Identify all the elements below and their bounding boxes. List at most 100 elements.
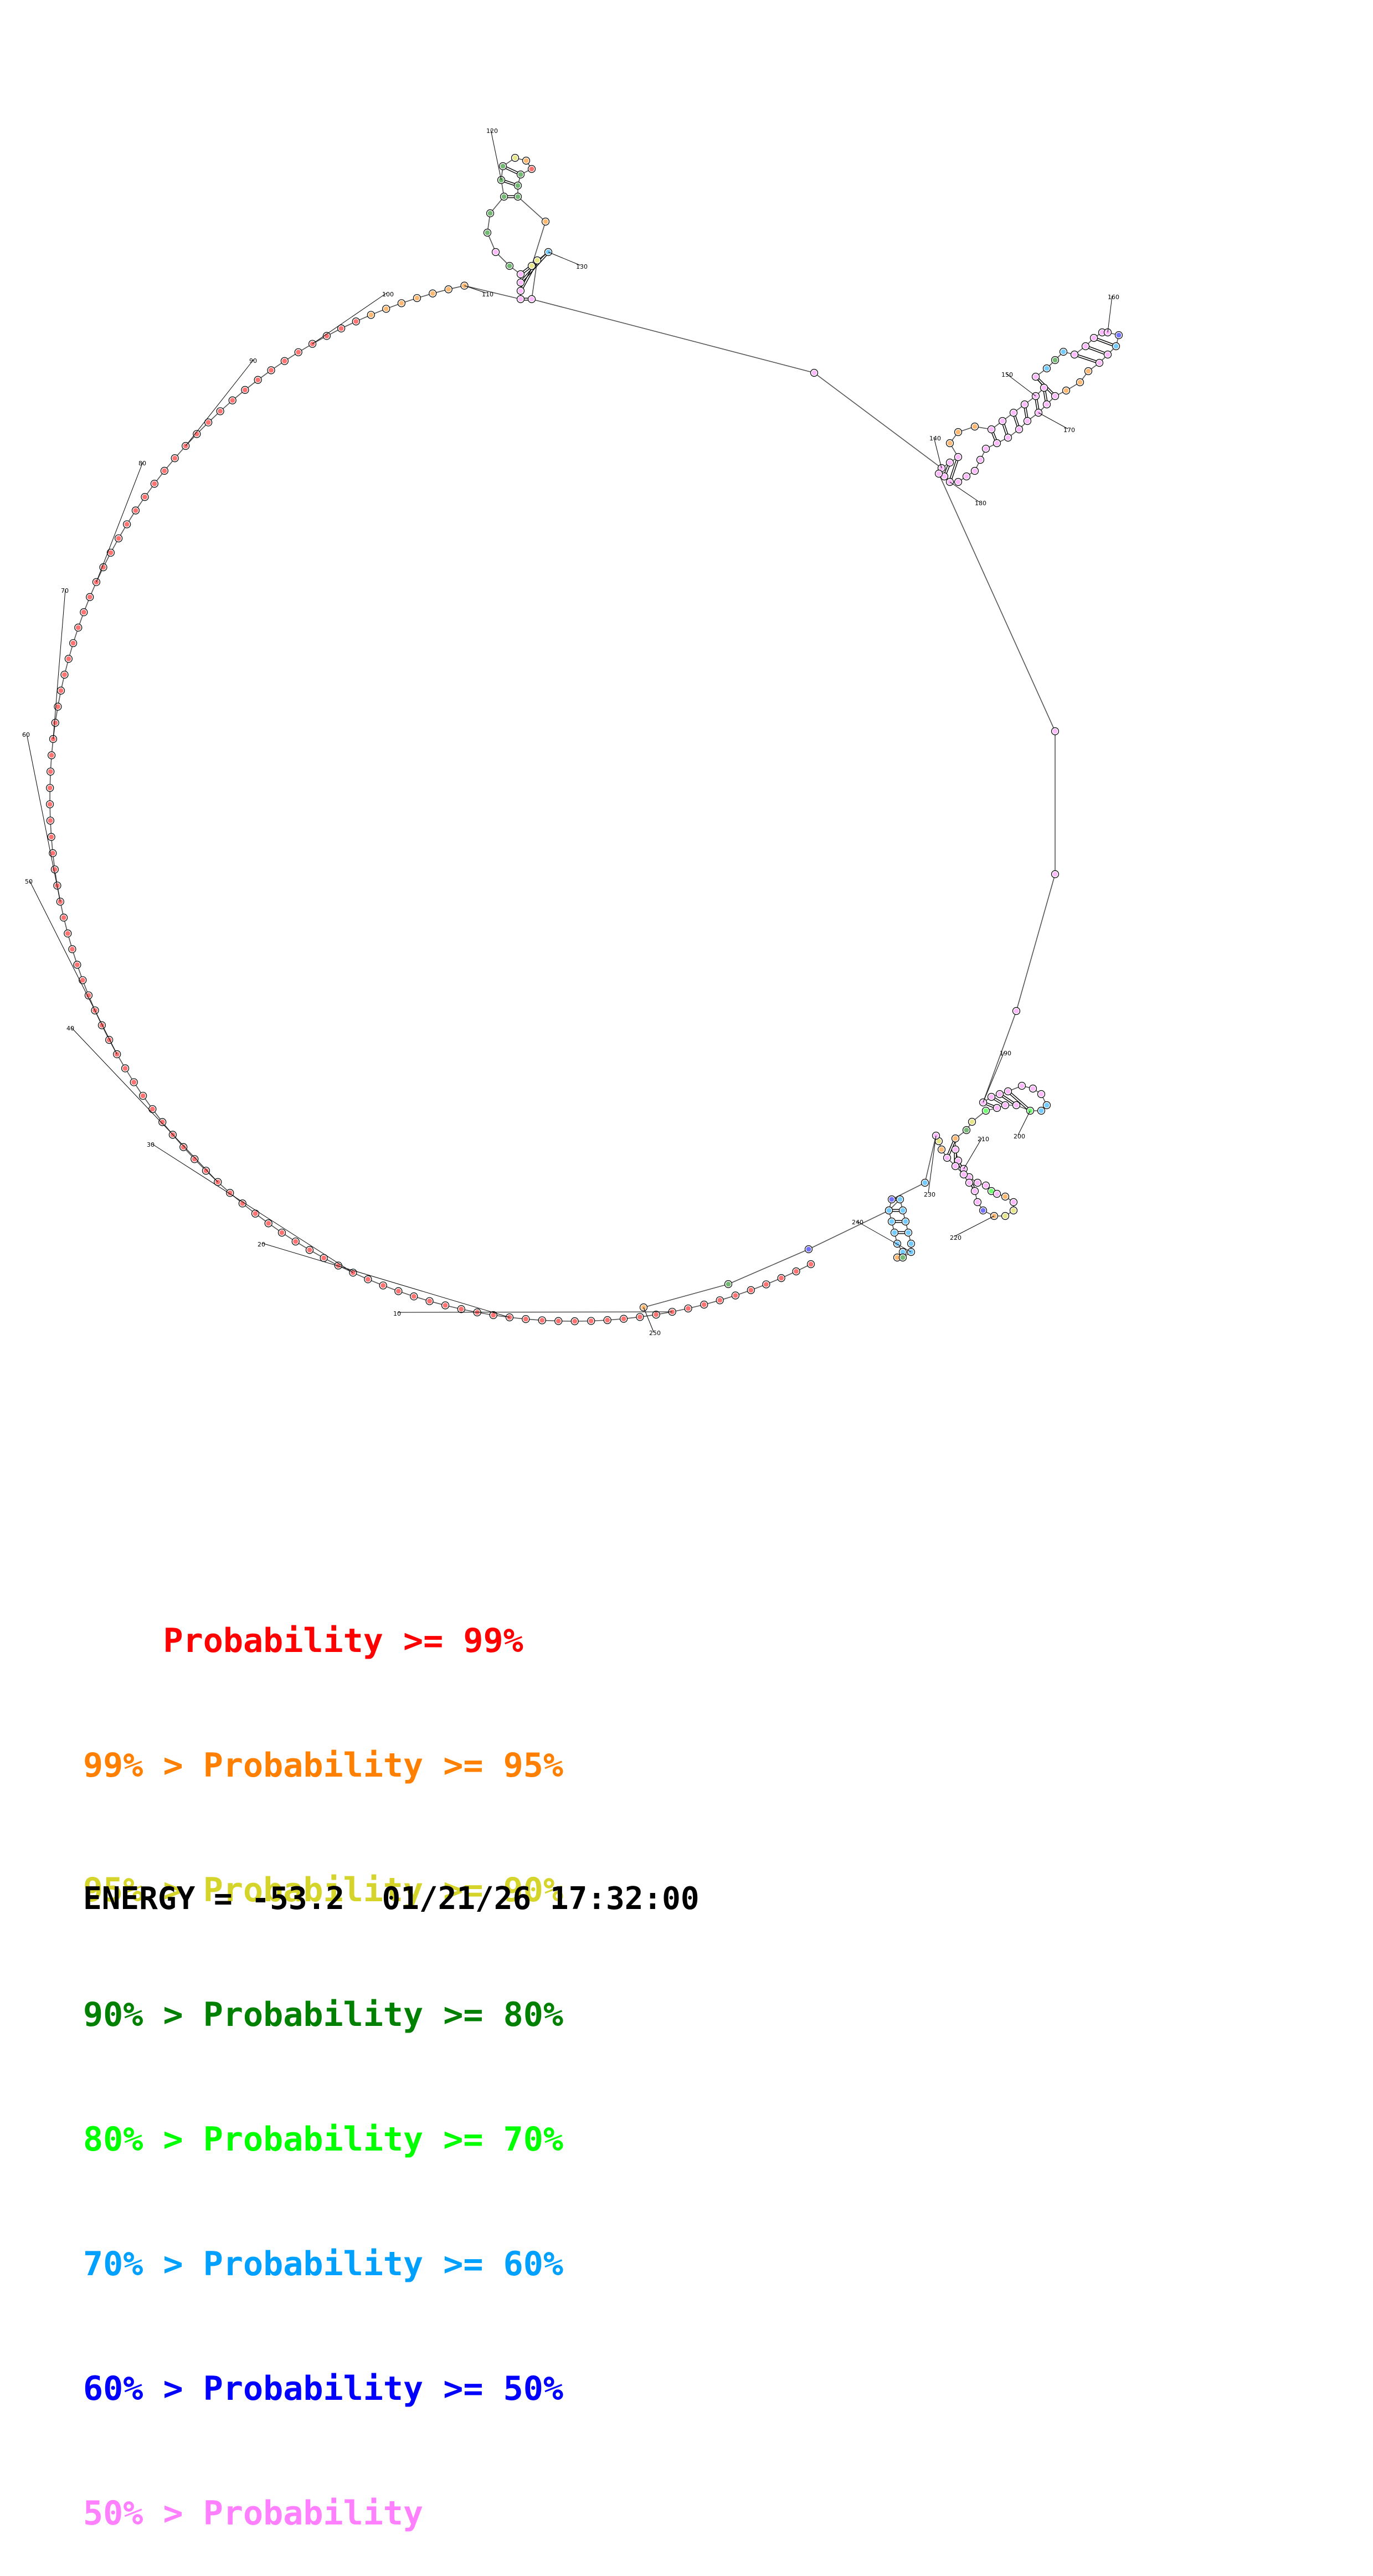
nucleotide-fill-57	[69, 946, 75, 952]
nucleotide-fill-226	[953, 1163, 958, 1169]
nucleotide-fill-119	[501, 194, 507, 199]
label-leader-40	[70, 1027, 218, 1183]
position-label-250: 250	[649, 1330, 661, 1337]
nucleotide-fill-125	[518, 172, 523, 177]
nucleotide-fill-54	[86, 993, 91, 998]
nucleotide-fill-216	[1002, 1194, 1008, 1199]
position-label-10: 10	[393, 1310, 401, 1317]
nucleotide-fill-198	[1044, 1102, 1050, 1108]
nucleotide-fill-36	[266, 1220, 271, 1226]
nucleotide-fill-79	[87, 594, 92, 600]
nucleotide-fill-106	[399, 300, 404, 306]
nucleotide-fill-55	[80, 977, 85, 983]
position-label-90: 90	[249, 357, 257, 365]
nucleotide-fill-88	[162, 468, 167, 474]
nucleotide-fill-219	[1002, 1213, 1008, 1219]
nucleotide-fill-37	[253, 1211, 258, 1217]
nucleotide-fill-143	[947, 440, 953, 446]
base-pair-bond	[948, 456, 958, 482]
legend-row-90: 95% > Probability >= 90%	[83, 1870, 563, 1911]
nucleotide-fill-21	[491, 1312, 496, 1318]
nucleotide-fill-117	[485, 230, 490, 235]
nucleotide-fill-63	[50, 850, 55, 856]
position-label-190: 190	[1000, 1050, 1011, 1057]
nucleotide-fill-227	[944, 1155, 950, 1161]
position-label-100: 100	[382, 291, 394, 298]
nucleotide-fill-217	[1011, 1199, 1016, 1205]
nucleotide-fill-39	[227, 1190, 233, 1195]
nucleotide-fill-163	[1105, 352, 1110, 357]
label-leader-60	[26, 733, 61, 902]
nucleotide-fill-59	[61, 915, 66, 920]
nucleotide-fill-171	[1025, 418, 1030, 424]
nucleotide-group	[45, 153, 1123, 1326]
label-leader-120	[490, 129, 502, 181]
nucleotide-fill-235	[892, 1230, 897, 1235]
legend-prefix: 70% >	[83, 2245, 203, 2283]
nucleotide-fill-215	[994, 1191, 1000, 1197]
nucleotide-fill-223	[972, 1188, 978, 1194]
nucleotide-fill-111	[518, 296, 523, 302]
nucleotide-fill-184	[1052, 871, 1058, 877]
nucleotide-fill-232	[889, 1197, 894, 1202]
nucleotide-fill-114	[518, 271, 523, 277]
base-pair-bond	[1008, 1090, 1031, 1111]
nucleotide-fill-116	[493, 249, 498, 255]
legend-label: Probability >= 80%	[203, 1995, 563, 2034]
nucleotide-fill-246	[886, 1208, 892, 1213]
nucleotide-fill-193	[997, 1091, 1002, 1097]
nucleotide-fill-173	[1005, 435, 1011, 440]
backbone-path	[49, 157, 1119, 1322]
nucleotide-fill-41	[203, 1168, 209, 1173]
nucleotide-fill-241	[908, 1241, 914, 1246]
base-pair-bond	[1086, 345, 1108, 354]
nucleotide-fill-149	[1022, 402, 1027, 407]
nucleotide-fill-121	[500, 163, 506, 169]
nucleotide-fill-64	[49, 834, 54, 840]
base-pair-bond	[1007, 1091, 1030, 1112]
nucleotide-fill-11	[654, 1312, 659, 1317]
legend-label: Probability >= 60%	[203, 2245, 563, 2283]
nucleotide-fill-87	[152, 481, 157, 486]
nucleotide-fill-144	[955, 429, 961, 435]
base-pair-bond	[1094, 336, 1117, 346]
nucleotide-fill-238	[894, 1255, 900, 1260]
nucleotide-fill-181	[942, 474, 947, 479]
legend-label: Probability >= 50%	[203, 2369, 563, 2408]
legend-label: Probability	[203, 2494, 424, 2533]
nucleotide-fill-4	[763, 1281, 769, 1287]
legend-label: Probability >= 90%	[203, 1871, 563, 1910]
nucleotide-fill-46	[150, 1106, 155, 1112]
legend-prefix: 99% >	[83, 1746, 203, 1785]
nucleotide-fill-168	[1052, 393, 1058, 399]
nucleotide-fill-159	[1099, 330, 1105, 335]
nucleotide-fill-6	[733, 1292, 738, 1298]
legend-prefix: 80% >	[83, 2120, 203, 2159]
nucleotide-fill-174	[994, 440, 1000, 446]
label-leader-180	[949, 481, 980, 502]
nucleotide-fill-146	[989, 427, 994, 432]
nucleotide-fill-69	[49, 752, 54, 758]
energy-footer: ENERGY = -53.2 01/21/26 17:32:00	[83, 1881, 700, 1917]
nucleotide-fill-122	[512, 155, 518, 161]
nucleotide-fill-76	[70, 640, 76, 646]
nucleotide-fill-185	[1014, 1008, 1019, 1014]
nucleotide-fill-13	[621, 1316, 626, 1322]
legend-prefix	[83, 1621, 163, 1660]
nucleotide-fill-228	[939, 1147, 944, 1152]
nucleotide-fill-151	[1041, 385, 1047, 391]
nucleotide-fill-214	[989, 1188, 994, 1194]
nucleotide-fill-148	[1011, 410, 1016, 415]
base-pair-bond	[1085, 347, 1108, 356]
legend-row-70: 80% > Probability >= 70%	[83, 2119, 563, 2161]
nucleotide-fill-38	[240, 1200, 245, 1206]
label-leader-90	[185, 359, 254, 447]
nucleotide-fill-94	[230, 398, 235, 403]
nucleotide-fill-3	[779, 1275, 784, 1281]
backbone-line	[49, 157, 1119, 1322]
position-label-60: 60	[22, 731, 30, 738]
nucleotide-fill-202	[1002, 1102, 1008, 1108]
label-leader-70	[53, 589, 66, 740]
nucleotide-fill-145	[972, 424, 978, 429]
label-leader-170	[1038, 412, 1068, 429]
